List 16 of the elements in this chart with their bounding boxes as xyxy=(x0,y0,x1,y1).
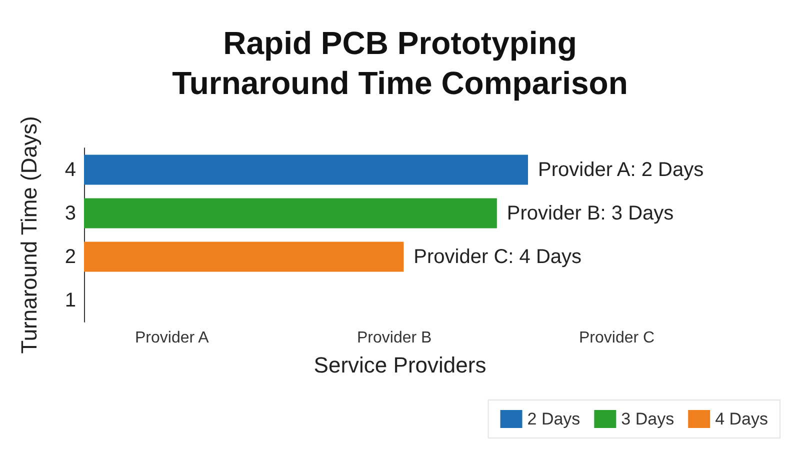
y-tick-label: 3 xyxy=(64,202,76,224)
y-tick-label: 1 xyxy=(64,289,76,312)
y-axis-title: Turnaround Time (Days) xyxy=(16,116,42,354)
y-tick-label: 4 xyxy=(64,158,76,181)
text: Provider A xyxy=(135,330,210,346)
annotation: Provider C: 4 Days xyxy=(414,246,582,268)
legend-label: 3 Days xyxy=(621,410,674,428)
annotation: Provider B: 3 Days xyxy=(506,202,674,224)
x-axis-title: Service Providers xyxy=(314,352,486,378)
text: Provider C xyxy=(579,330,655,346)
legend-label: 2 Days xyxy=(527,410,580,428)
y-tick-label: 2 xyxy=(64,246,76,268)
annotation: Provider A: 2 Days xyxy=(538,158,704,181)
legend-label: 4 Days xyxy=(715,410,768,428)
chart-title: Rapid PCB Prototyping Turnaround Time Comparison xyxy=(172,25,628,101)
text: Provider B xyxy=(357,330,432,346)
